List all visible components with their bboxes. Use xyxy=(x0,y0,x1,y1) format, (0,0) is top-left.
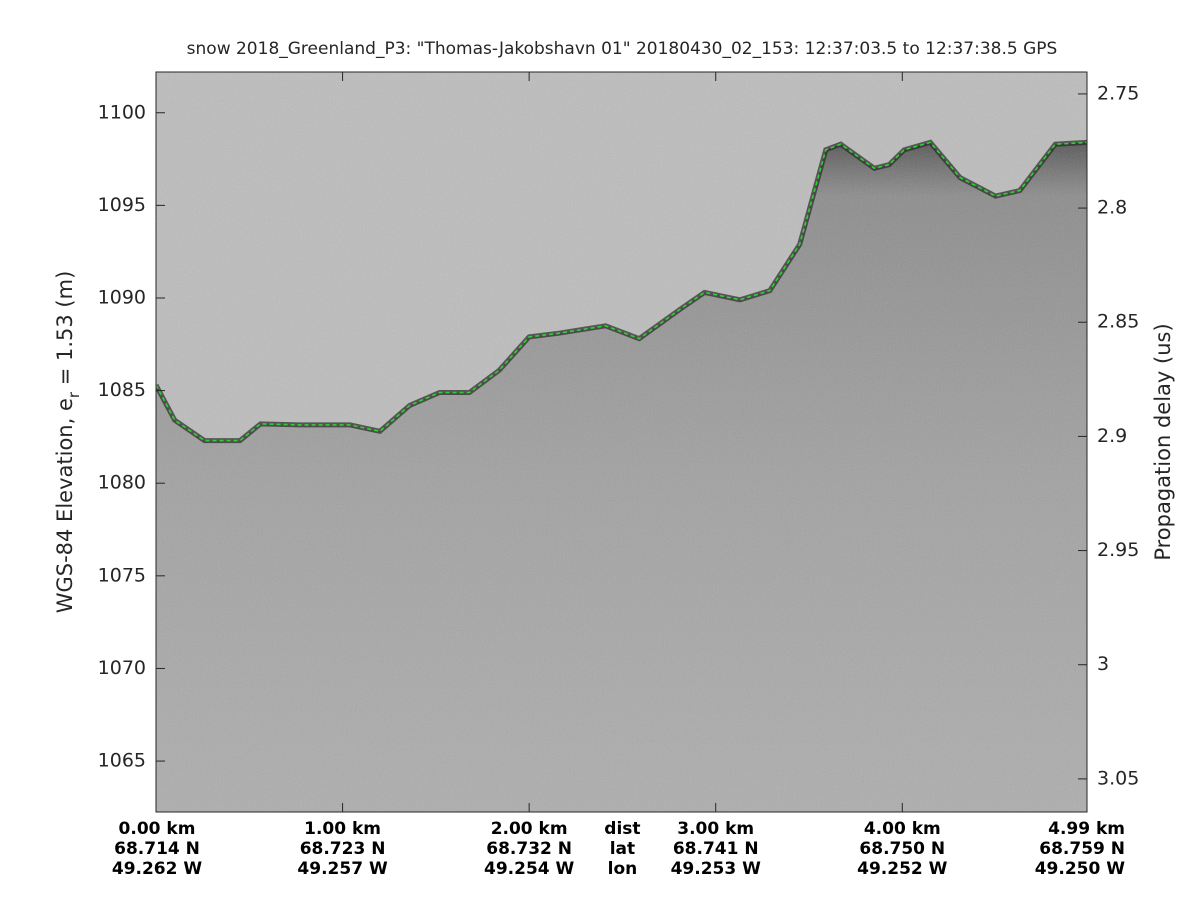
y2-tick-label: 2.8 xyxy=(1097,197,1127,219)
x-tick-label: 3.00 km xyxy=(677,819,754,839)
x-tick-label: 1.00 km xyxy=(304,819,381,839)
y-tick-label: 1100 xyxy=(98,101,146,123)
y-tick-label: 1075 xyxy=(98,564,146,586)
x-tick-label: 0.00 km xyxy=(119,819,196,839)
y2-axis-label: Propagation delay (us) xyxy=(1151,323,1175,560)
row-label: lat xyxy=(610,839,635,859)
y-tick-label: 1070 xyxy=(98,657,146,679)
surface-line xyxy=(156,141,1087,442)
chart-title: snow 2018_Greenland_P3: "Thomas-Jakobsha… xyxy=(187,39,1058,59)
x-tick-lat: 68.741 N xyxy=(673,839,759,859)
row-label: dist xyxy=(604,819,640,839)
x-tick-label: 2.00 km xyxy=(491,819,568,839)
row-label: lon xyxy=(608,859,638,879)
x-tick-lon: 49.254 W xyxy=(484,859,575,879)
y-tick-label: 1080 xyxy=(98,472,146,494)
x-tick-lon: 49.250 W xyxy=(1035,859,1126,879)
y-tick-label: 1085 xyxy=(98,379,146,401)
y2-tick-label: 2.9 xyxy=(1097,425,1127,447)
x-tick-lon: 49.252 W xyxy=(857,859,948,879)
y2-tick-label: 3.05 xyxy=(1097,767,1139,789)
x-tick-lat: 68.750 N xyxy=(859,839,945,859)
y-label-text: WGS-84 Elevation, e xyxy=(53,398,77,613)
x-tick-lon: 49.262 W xyxy=(112,859,203,879)
y2-tick-label: 2.75 xyxy=(1097,82,1139,104)
y-label-rest: = 1.53 (m) xyxy=(53,271,77,392)
x-tick-lat: 68.714 N xyxy=(114,839,200,859)
y2-tick-label: 2.85 xyxy=(1097,311,1139,333)
x-tick-lon: 49.253 W xyxy=(671,859,762,879)
y-axis-label: WGS-84 Elevation, er = 1.53 (m) xyxy=(53,271,83,614)
plot-lines xyxy=(156,139,1087,444)
x-tick-lat: 68.759 N xyxy=(1039,839,1125,859)
x-tick-lat: 68.723 N xyxy=(300,839,386,859)
axes-box xyxy=(155,71,1088,813)
x-tick-lat: 68.732 N xyxy=(486,839,572,859)
y2-tick-label: 2.95 xyxy=(1097,539,1139,561)
y-tick-label: 1090 xyxy=(98,286,146,308)
y-label-sub: r xyxy=(65,391,83,398)
y-tick-label: 1065 xyxy=(98,750,146,772)
x-tick-label: 4.00 km xyxy=(864,819,941,839)
x-tick-lon: 49.257 W xyxy=(297,859,388,879)
y-tick-label: 1095 xyxy=(98,194,146,216)
x-tick-label: 4.99 km xyxy=(1048,819,1125,839)
noise xyxy=(156,72,1087,812)
y2-tick-label: 3 xyxy=(1097,653,1109,675)
